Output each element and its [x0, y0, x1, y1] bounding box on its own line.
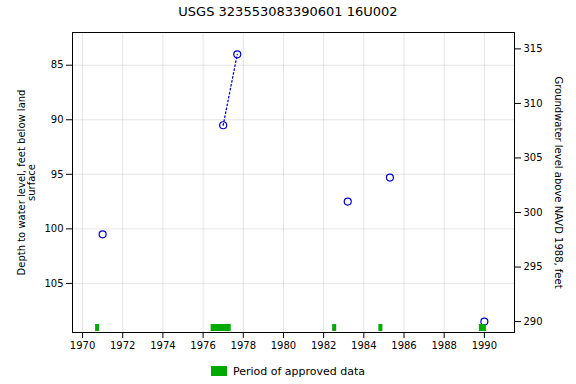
svg-text:1982: 1982	[311, 340, 336, 351]
svg-text:1984: 1984	[351, 340, 376, 351]
svg-text:1980: 1980	[271, 340, 296, 351]
svg-text:105: 105	[44, 278, 63, 289]
svg-text:1972: 1972	[110, 340, 135, 351]
html-text:Period of approved data: Period of approved data	[232, 364, 366, 378]
svg-text:Depth to water level, feet bel: Depth to water level, feet below landsur…	[16, 90, 37, 276]
svg-text:1978: 1978	[231, 340, 256, 351]
svg-text:305: 305	[524, 152, 543, 163]
svg-text:95: 95	[51, 169, 64, 180]
svg-text:1990: 1990	[472, 340, 497, 351]
svg-text:315: 315	[524, 43, 543, 54]
svg-text:1974: 1974	[150, 340, 175, 351]
svg-text:1986: 1986	[391, 340, 416, 351]
svg-text:1988: 1988	[431, 340, 456, 351]
svg-text:295: 295	[524, 261, 543, 272]
svg-text:90: 90	[51, 114, 64, 125]
svg-text:310: 310	[524, 98, 543, 109]
svg-text:290: 290	[524, 316, 543, 327]
svg-text:Groundwater level above NAVD 1: Groundwater level above NAVD 1988, feet	[553, 76, 564, 288]
svg-text:1970: 1970	[70, 340, 95, 351]
svg-text:300: 300	[524, 207, 543, 218]
svg-text:1976: 1976	[190, 340, 215, 351]
svg-text:85: 85	[51, 59, 64, 70]
svg-text:100: 100	[44, 223, 63, 234]
html-text:USGS 323553083390601 16U002: USGS 323553083390601 16U002	[178, 4, 398, 19]
